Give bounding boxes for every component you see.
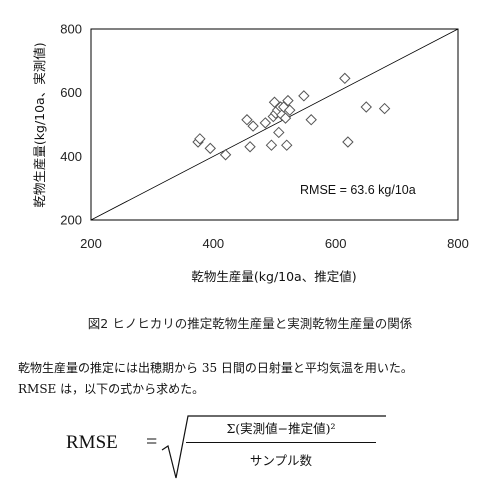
data-point (273, 126, 285, 139)
data-point (247, 120, 259, 132)
x-tick-label: 400 (202, 236, 224, 251)
scatter-chart: 200 400 600 800 200 400 600 800 RMSE = 63.6 kg… (32, 22, 469, 285)
data-points (192, 72, 391, 161)
sqrt-symbol (161, 415, 386, 479)
data-point (339, 72, 351, 85)
y-tick-label: 400 (60, 149, 82, 164)
formula-numerator: Σ(実測値−推定値)² (226, 421, 336, 436)
data-point (268, 96, 281, 108)
data-point (298, 90, 310, 102)
y-tick-label: 200 (60, 213, 82, 228)
data-point (259, 117, 272, 129)
data-point (241, 114, 253, 126)
x-tick-label: 800 (447, 236, 469, 251)
formula-lhs: RMSE (66, 432, 118, 453)
data-point (281, 139, 293, 151)
data-point (219, 149, 232, 161)
rmse-formula: RMSE = Σ(実測値−推定値)² サンプル数 (60, 412, 460, 482)
method-paragraph: 乾物生産量の推定には出穂期から 35 日間の日射量と平均気温を用いた。 (18, 361, 413, 375)
x-tick-labels: 200 400 600 800 (80, 236, 469, 251)
fraction-bar (186, 442, 376, 443)
y-tick-label: 600 (60, 85, 82, 100)
data-point (204, 142, 216, 155)
data-point (284, 104, 296, 116)
y-tick-labels: 200 400 600 800 (60, 22, 82, 228)
data-point (194, 133, 206, 145)
x-tick-label: 200 (80, 236, 102, 251)
data-point (378, 102, 391, 115)
data-point (342, 136, 354, 148)
plot-frame (90, 28, 459, 221)
data-point (305, 114, 317, 126)
y-axis-title: 乾物生産量(kg/10a、実測値) (32, 42, 47, 207)
formula-equals: = (146, 431, 158, 453)
data-point (360, 101, 372, 113)
data-point (244, 141, 256, 153)
x-axis-title: 乾物生産量(kg/10a、推定値) (191, 269, 356, 284)
x-tick-label: 600 (325, 236, 347, 251)
one-to-one-line (90, 28, 459, 221)
data-point (279, 112, 292, 124)
data-point (282, 94, 294, 107)
y-tick-label: 800 (60, 22, 82, 37)
rmse-annotation: RMSE = 63.6 kg/10a (300, 183, 416, 197)
formula-denominator: サンプル数 (249, 453, 313, 468)
figure-caption: 図2 ヒノヒカリの推定乾物生産量と実測乾物生産量の関係 (87, 316, 413, 331)
rmse-paragraph: RMSE は，以下の式から求めた。 (18, 382, 205, 396)
data-point (265, 139, 278, 151)
